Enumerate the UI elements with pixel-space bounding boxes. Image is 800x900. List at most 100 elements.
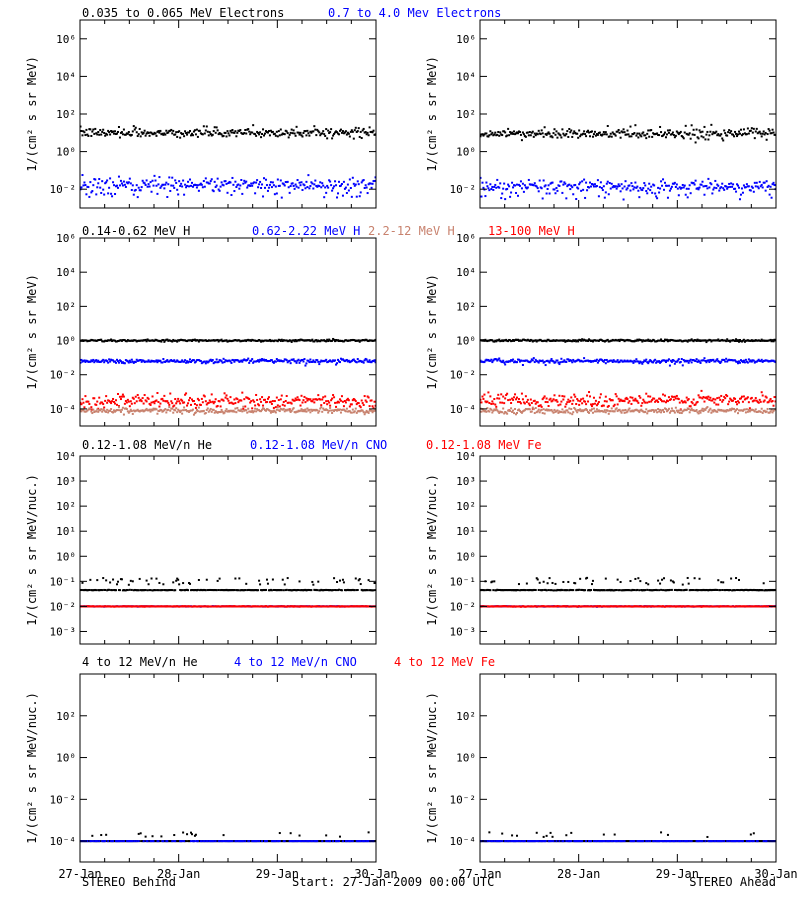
data-point bbox=[150, 401, 153, 404]
data-point bbox=[170, 400, 173, 403]
data-point bbox=[647, 129, 650, 132]
data-point bbox=[541, 197, 544, 200]
data-point bbox=[322, 396, 325, 399]
data-point bbox=[636, 400, 639, 403]
data-point bbox=[591, 411, 594, 414]
data-point bbox=[536, 410, 539, 413]
data-point bbox=[165, 129, 168, 132]
data-point bbox=[710, 123, 713, 126]
data-point bbox=[644, 134, 647, 137]
data-point bbox=[339, 411, 342, 414]
data-point bbox=[324, 186, 327, 189]
data-point bbox=[759, 410, 762, 413]
data-point bbox=[273, 193, 276, 196]
data-point bbox=[300, 394, 303, 397]
data-point bbox=[484, 409, 487, 412]
data-point bbox=[142, 402, 145, 405]
data-point bbox=[278, 134, 281, 137]
data-point bbox=[498, 338, 501, 341]
data-point bbox=[497, 393, 500, 396]
data-point bbox=[700, 389, 703, 392]
data-point bbox=[183, 406, 186, 409]
data-point bbox=[290, 402, 293, 405]
data-point bbox=[694, 360, 697, 363]
data-point bbox=[106, 408, 109, 411]
data-point bbox=[144, 183, 147, 186]
y-tick-label: 10⁶ bbox=[56, 33, 76, 46]
data-point bbox=[645, 582, 648, 585]
data-point bbox=[294, 134, 297, 137]
data-point bbox=[652, 409, 655, 412]
data-point bbox=[705, 133, 708, 136]
data-point bbox=[204, 177, 207, 180]
data-points bbox=[479, 338, 777, 416]
data-point bbox=[644, 589, 647, 592]
data-point bbox=[273, 132, 276, 135]
series-label: 4 to 12 MeV Fe bbox=[394, 655, 495, 669]
data-point bbox=[508, 185, 511, 188]
data-point bbox=[93, 361, 96, 364]
data-point bbox=[512, 409, 515, 412]
data-point bbox=[265, 400, 268, 403]
data-point bbox=[742, 128, 745, 131]
data-point bbox=[267, 186, 270, 189]
data-point bbox=[209, 180, 212, 183]
data-point bbox=[561, 408, 564, 411]
data-point bbox=[344, 130, 347, 133]
series-points bbox=[479, 389, 777, 412]
data-point bbox=[287, 186, 290, 189]
data-point bbox=[769, 410, 772, 413]
data-point bbox=[541, 359, 544, 362]
data-point bbox=[140, 186, 143, 189]
data-point bbox=[532, 184, 535, 187]
data-point bbox=[190, 398, 193, 401]
data-point bbox=[166, 400, 169, 403]
data-point bbox=[664, 136, 667, 139]
data-point bbox=[297, 358, 300, 361]
data-point bbox=[204, 589, 207, 592]
data-point bbox=[213, 411, 216, 414]
data-point bbox=[333, 185, 336, 188]
data-point bbox=[371, 411, 374, 414]
data-point bbox=[338, 579, 341, 582]
data-point bbox=[287, 408, 290, 411]
data-point bbox=[569, 399, 572, 402]
data-point bbox=[190, 340, 193, 342]
data-point bbox=[136, 196, 139, 199]
data-point bbox=[184, 359, 187, 362]
data-point bbox=[239, 184, 242, 187]
data-point bbox=[211, 400, 214, 403]
data-point bbox=[91, 360, 94, 363]
series-label: 0.12-1.08 MeV Fe bbox=[426, 438, 542, 452]
data-point bbox=[209, 358, 212, 361]
data-point bbox=[128, 177, 131, 180]
data-point bbox=[618, 360, 621, 363]
data-point bbox=[249, 133, 252, 136]
data-point bbox=[308, 408, 311, 411]
data-point bbox=[714, 131, 717, 134]
data-point bbox=[254, 407, 257, 410]
data-point bbox=[704, 138, 707, 141]
data-point bbox=[81, 174, 84, 177]
data-point bbox=[575, 403, 578, 406]
data-point bbox=[685, 409, 688, 412]
data-point bbox=[302, 132, 305, 134]
data-point bbox=[547, 404, 550, 407]
data-point bbox=[654, 400, 657, 403]
data-point bbox=[240, 179, 243, 181]
data-point bbox=[322, 184, 325, 187]
data-point bbox=[567, 411, 570, 414]
data-point bbox=[562, 360, 565, 363]
data-point bbox=[283, 583, 286, 586]
data-point bbox=[716, 397, 719, 400]
data-point bbox=[725, 340, 728, 343]
data-point bbox=[333, 577, 336, 580]
data-point bbox=[359, 406, 362, 409]
data-point bbox=[302, 399, 305, 402]
data-point bbox=[655, 409, 658, 412]
data-point bbox=[561, 589, 564, 592]
data-point bbox=[198, 129, 201, 132]
data-point bbox=[516, 411, 518, 414]
data-point bbox=[341, 194, 344, 197]
data-point bbox=[581, 338, 584, 341]
